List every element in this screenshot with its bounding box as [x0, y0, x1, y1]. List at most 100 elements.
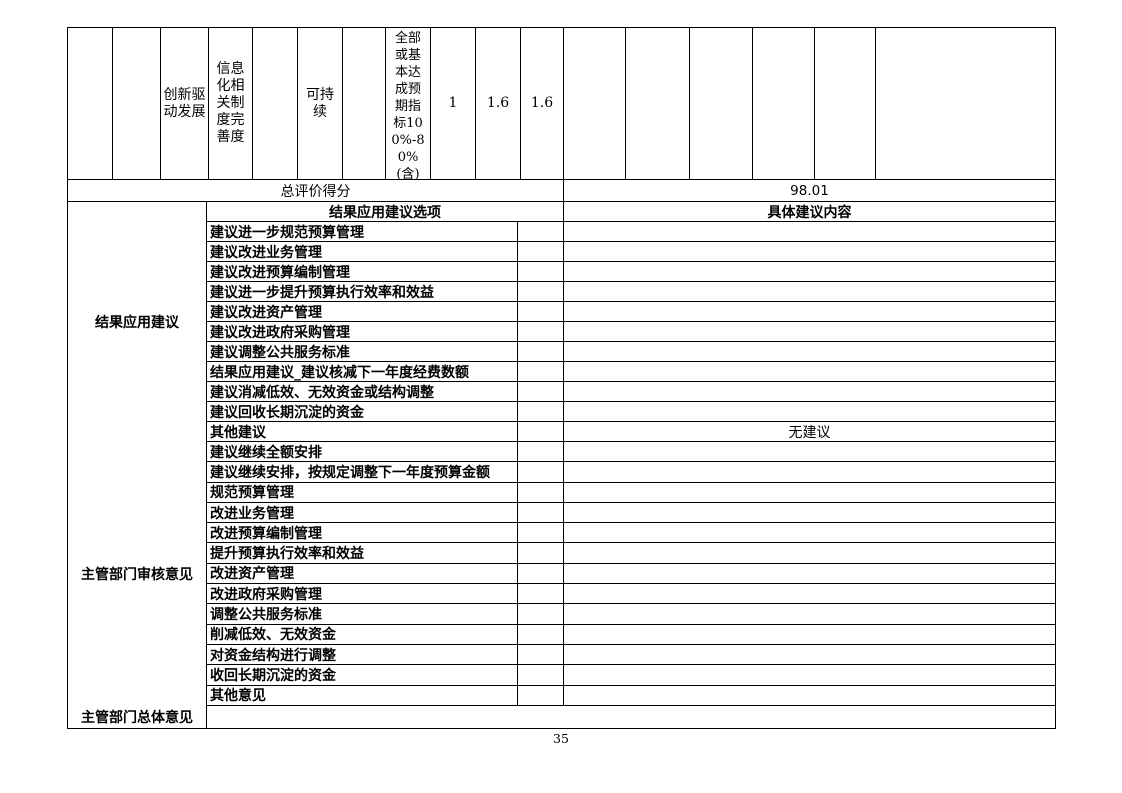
- row-label: 调整公共服务标准: [207, 604, 518, 624]
- row-label: 建议回收长期沉淀的资金: [207, 402, 518, 421]
- checkbox-cell: [518, 222, 564, 241]
- checkbox-cell: [518, 422, 564, 441]
- content-cell: [564, 483, 1055, 502]
- row-label: 建议改进政府采购管理: [207, 322, 518, 341]
- table-row: 改进预算编制管理: [207, 523, 1055, 544]
- content-cell: [564, 322, 1055, 341]
- content-cell: [564, 342, 1055, 361]
- row-label: 削减低效、无效资金: [207, 624, 518, 644]
- table-row: 建议调整公共服务标准: [207, 342, 1055, 362]
- checkbox-cell: [518, 604, 564, 624]
- row-label: 收回长期沉淀的资金: [207, 665, 518, 685]
- empty-cell: [753, 28, 815, 179]
- table-row: 提升预算执行效率和效益: [207, 543, 1055, 564]
- table-row: 对资金结构进行调整: [207, 644, 1055, 666]
- header-content: 具体建议内容: [767, 204, 852, 221]
- checkbox-cell: [518, 382, 564, 401]
- cell-dimension: 可持续: [298, 28, 343, 179]
- table-row: 收回长期沉淀的资金: [207, 665, 1055, 686]
- empty-cell: [815, 28, 876, 179]
- review-opinion-section: 主管部门审核意见 建议继续全额安排 建议继续安排，按规定调整下一年度预算金额 规…: [68, 442, 1055, 706]
- table-row: 建议改进政府采购管理: [207, 322, 1055, 342]
- table-row: 建议改进业务管理: [207, 242, 1055, 262]
- table-row: 建议改进资产管理: [207, 302, 1055, 322]
- content-cell: [564, 462, 1055, 481]
- checkbox-cell: [518, 302, 564, 321]
- total-score-value: 98.01: [790, 182, 829, 199]
- checkbox-cell: [518, 665, 564, 685]
- content-cell: [564, 302, 1055, 321]
- table-row: 结果应用建议_建议核减下一年度经费数额: [207, 362, 1055, 382]
- row-label: 建议消减低效、无效资金或结构调整: [207, 382, 518, 401]
- table-row: 建议继续全额安排: [207, 442, 1055, 463]
- row-label: 改进业务管理: [207, 502, 518, 523]
- checkbox-cell: [518, 563, 564, 584]
- row-label: 改进政府采购管理: [207, 584, 518, 604]
- table-row: 建议消减低效、无效资金或结构调整: [207, 382, 1055, 402]
- header-options: 结果应用建议选项: [207, 202, 564, 221]
- row-label: 改进资产管理: [207, 563, 518, 584]
- cell-category: 创新驱动发展: [161, 28, 209, 179]
- row-label: 建议改进业务管理: [207, 242, 518, 261]
- row-label: 建议进一步提升预算执行效率和效益: [207, 282, 518, 301]
- checkbox-cell: [518, 342, 564, 361]
- checkbox-cell: [518, 543, 564, 563]
- content-cell: [564, 362, 1055, 381]
- content-cell: [564, 262, 1055, 281]
- checkbox-cell: [518, 644, 564, 665]
- row-label: 建议调整公共服务标准: [207, 342, 518, 361]
- section-label-review: 主管部门审核意见: [68, 442, 207, 706]
- row-label: 建议继续安排，按规定调整下一年度预算金额: [207, 462, 518, 482]
- table-row: 改进资产管理: [207, 563, 1055, 585]
- content-cell: [564, 442, 1055, 461]
- table-row: 其他建议 无建议: [207, 422, 1055, 442]
- content-cell: [564, 282, 1055, 301]
- content-cell: [564, 584, 1055, 603]
- table-row: 规范预算管理: [207, 482, 1055, 503]
- table-row: 改进政府采购管理: [207, 584, 1055, 605]
- content-cell: 无建议: [788, 424, 831, 441]
- row-label: 建议进一步规范预算管理: [207, 222, 518, 241]
- results-application-section: 结果应用建议 结果应用建议选项 具体建议内容 建议进一步规范预算管理 建议改进业…: [68, 202, 1055, 442]
- content-cell: [564, 625, 1055, 644]
- table-row: 建议回收长期沉淀的资金: [207, 402, 1055, 422]
- row-label: 建议改进预算编制管理: [207, 262, 518, 281]
- empty-cell: [113, 28, 161, 179]
- results-header-row: 结果应用建议选项 具体建议内容: [207, 202, 1055, 222]
- overall-content-cell: [207, 706, 1055, 728]
- content-cell: [564, 645, 1055, 664]
- row-label: 其他建议: [207, 422, 518, 441]
- empty-cell: [68, 28, 113, 179]
- content-cell: [564, 686, 1055, 705]
- content-cell: [564, 222, 1055, 241]
- cell-score: 1.6: [476, 28, 521, 179]
- content-cell: [564, 564, 1055, 583]
- empty-cell: [876, 28, 1055, 179]
- row-label: 结果应用建议_建议核减下一年度经费数额: [207, 362, 518, 381]
- row-label: 其他意见: [207, 685, 518, 705]
- row-label: 建议改进资产管理: [207, 302, 518, 321]
- checkbox-cell: [518, 262, 564, 281]
- table-row: 建议继续安排，按规定调整下一年度预算金额: [207, 462, 1055, 483]
- checkbox-cell: [518, 502, 564, 523]
- content-cell: [564, 503, 1055, 522]
- row-label: 对资金结构进行调整: [207, 644, 518, 665]
- empty-cell: [626, 28, 690, 179]
- checkbox-cell: [518, 482, 564, 502]
- checkbox-cell: [518, 242, 564, 261]
- content-cell: [564, 523, 1055, 542]
- checkbox-cell: [518, 584, 564, 604]
- total-score-label: 总评价得分: [68, 180, 564, 201]
- cell-weight: 1: [431, 28, 476, 179]
- content-cell: [564, 382, 1055, 401]
- checkbox-cell: [518, 322, 564, 341]
- total-score-row: 总评价得分 98.01: [68, 180, 1055, 202]
- row-label: 建议继续全额安排: [207, 442, 518, 462]
- checkbox-cell: [518, 402, 564, 421]
- cell-final-score: 1.6: [521, 28, 564, 179]
- empty-cell: [564, 28, 626, 179]
- checkbox-cell: [518, 685, 564, 705]
- content-cell: [564, 604, 1055, 623]
- table-row: 建议进一步提升预算执行效率和效益: [207, 282, 1055, 302]
